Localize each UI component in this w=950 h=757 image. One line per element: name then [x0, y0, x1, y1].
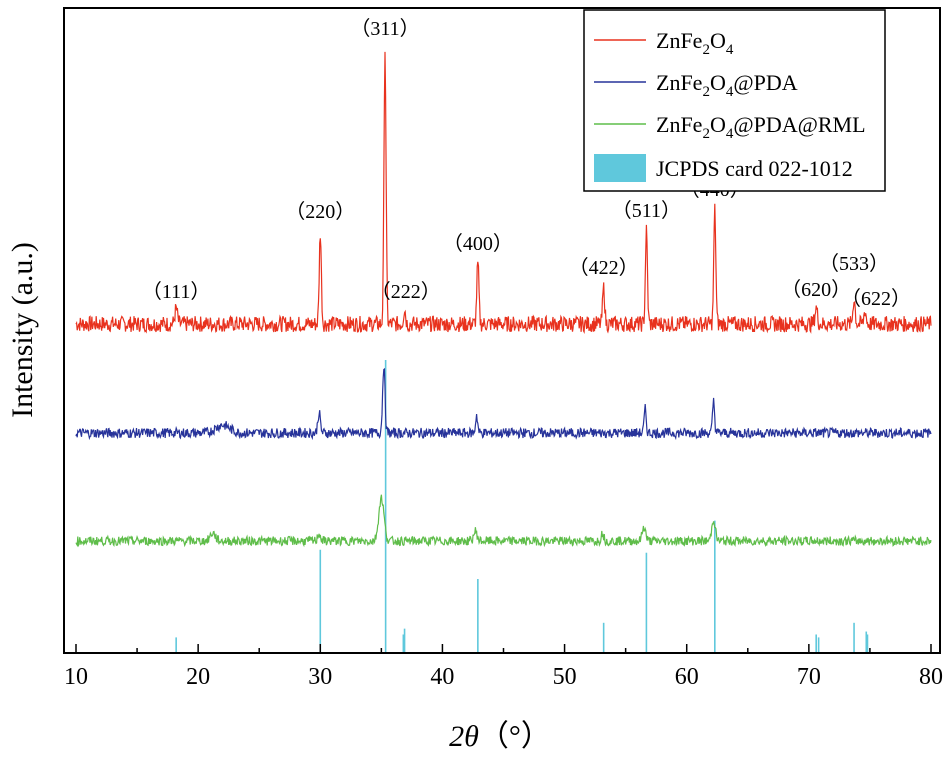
- x-axis-title: 2θ（°）: [449, 720, 551, 753]
- x-axis-ticks: 10 20 30 40 50 60 70 80: [64, 644, 943, 690]
- x-tick-label: 20: [186, 664, 210, 690]
- peak-label: （222）: [371, 280, 441, 303]
- plot-frame: [63, 7, 941, 654]
- series-line: [75, 367, 932, 441]
- x-tick-label: 10: [64, 664, 88, 690]
- peak-label: （622）: [841, 287, 911, 310]
- legend-label: JCPDS card 022-1012: [656, 156, 853, 181]
- y-axis-title: Intensity (a.u.): [6, 242, 39, 418]
- series-line: [75, 494, 932, 548]
- x-tick-label: 70: [797, 664, 821, 690]
- peak-label: （422）: [569, 256, 639, 279]
- legend: ZnFe2O4 ZnFe2O4@PDA ZnFe2O4@PDA@RML JCPDS c…: [583, 9, 886, 192]
- x-tick-label: 30: [308, 664, 332, 690]
- peak-labels: （111）（220）（311）（222）（400）（422）（511）（440）…: [142, 17, 911, 310]
- peak-label: （511）: [612, 199, 681, 222]
- x-tick-label: 60: [675, 664, 699, 690]
- x-tick-label: 40: [430, 664, 454, 690]
- x-tick-label: 80: [919, 664, 943, 690]
- reference-lines: [175, 360, 869, 652]
- x-tick-label: 50: [553, 664, 577, 690]
- peak-label: （111）: [142, 280, 211, 303]
- peak-label: （400）: [443, 232, 513, 255]
- peak-label: （533）: [819, 252, 889, 275]
- series-line: [75, 51, 932, 335]
- series-lines: [75, 51, 932, 548]
- legend-label: ZnFe2O4: [656, 28, 734, 58]
- legend-label: ZnFe2O4@PDA@RML: [656, 112, 866, 142]
- legend-swatch: [594, 154, 646, 182]
- peak-label: （620）: [781, 278, 851, 301]
- peak-label: （220）: [285, 200, 355, 223]
- peak-label: （311）: [350, 17, 419, 40]
- legend-label: ZnFe2O4@PDA: [656, 70, 798, 100]
